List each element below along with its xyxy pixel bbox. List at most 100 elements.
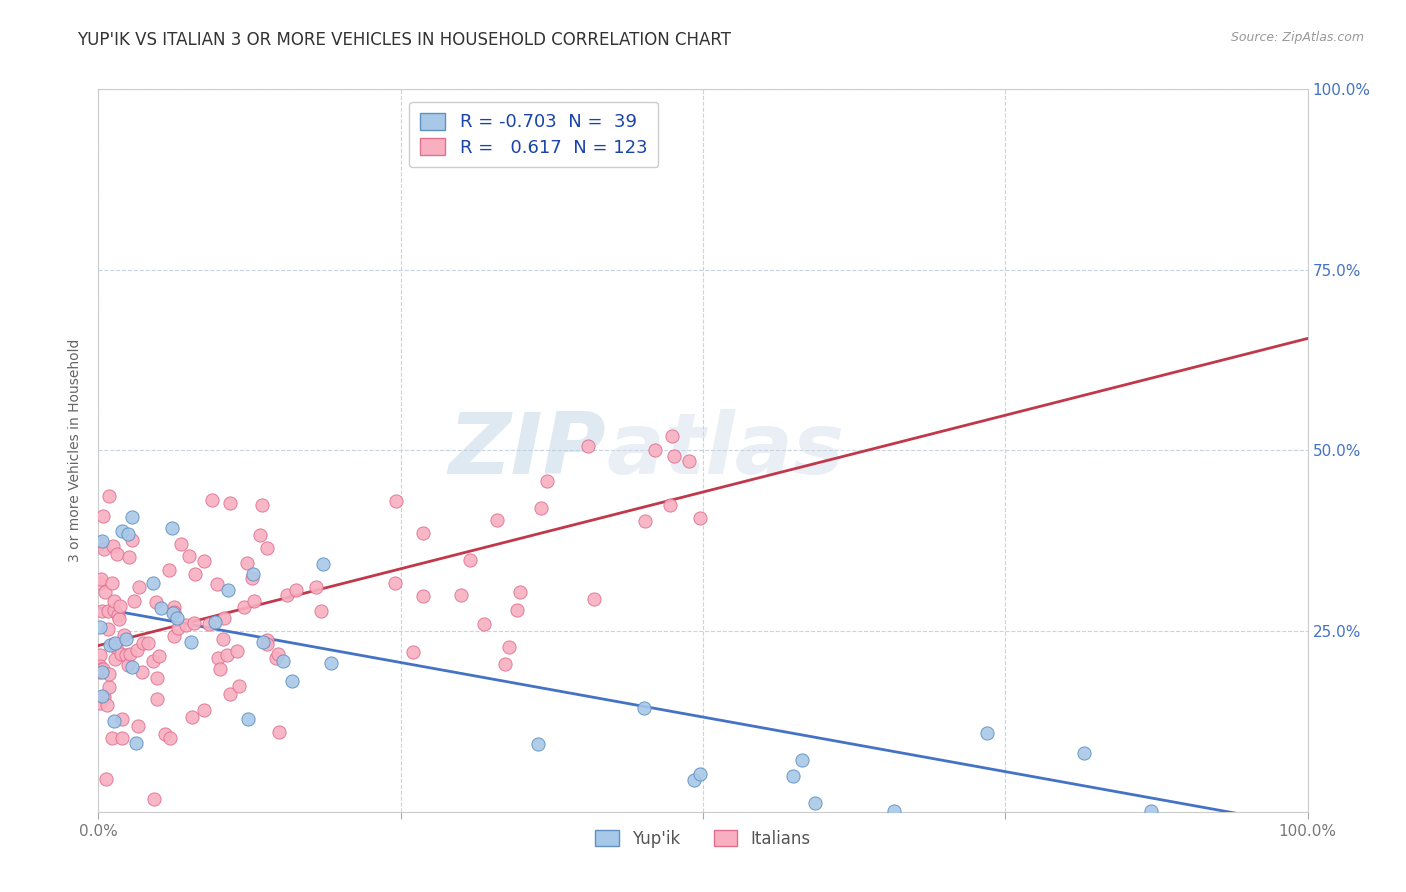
Point <box>211 632 233 647</box>
Point <box>217 583 239 598</box>
Point <box>110 524 132 538</box>
Point <box>121 660 143 674</box>
Point <box>689 767 711 781</box>
Point <box>105 547 128 561</box>
Point <box>1073 746 1095 760</box>
Legend: Yup'ik, Italians: Yup'ik, Italians <box>585 820 821 857</box>
Point <box>108 612 131 626</box>
Point <box>98 666 121 681</box>
Point <box>450 588 472 602</box>
Point <box>94 585 117 599</box>
Point <box>117 658 139 673</box>
Point <box>385 493 408 508</box>
Point <box>193 554 215 568</box>
Point <box>236 712 259 726</box>
Point <box>104 636 127 650</box>
Point <box>402 645 425 659</box>
Point <box>583 592 606 607</box>
Point <box>485 513 508 527</box>
Point <box>212 611 235 625</box>
Point <box>131 636 153 650</box>
Point <box>305 580 328 594</box>
Point <box>90 572 112 586</box>
Point <box>790 753 813 767</box>
Point <box>804 797 827 811</box>
Point <box>115 632 138 646</box>
Point <box>94 772 117 786</box>
Point <box>319 656 342 670</box>
Point <box>678 454 700 468</box>
Point <box>142 654 165 668</box>
Point <box>311 557 333 571</box>
Point <box>97 622 120 636</box>
Point <box>90 604 112 618</box>
Point <box>197 616 219 631</box>
Point <box>117 526 139 541</box>
Point <box>146 691 169 706</box>
Point <box>97 604 120 618</box>
Point <box>125 736 148 750</box>
Point <box>228 679 250 693</box>
Point <box>252 635 274 649</box>
Point <box>108 599 131 614</box>
Point <box>89 576 111 591</box>
Point <box>530 500 553 515</box>
Point <box>91 662 114 676</box>
Point <box>644 443 666 458</box>
Point <box>509 585 531 599</box>
Point <box>1139 804 1161 818</box>
Point <box>494 657 516 672</box>
Point <box>536 474 558 488</box>
Point <box>576 439 599 453</box>
Point <box>163 629 186 643</box>
Point <box>142 576 165 591</box>
Point <box>160 521 183 535</box>
Point <box>91 663 114 677</box>
Point <box>149 601 172 615</box>
Point <box>96 698 118 713</box>
Point <box>240 571 263 585</box>
Point <box>89 658 111 673</box>
Point <box>143 791 166 805</box>
Point <box>664 449 686 463</box>
Point <box>193 703 215 717</box>
Point <box>219 496 242 510</box>
Point <box>170 537 193 551</box>
Point <box>634 514 657 528</box>
Point <box>104 652 127 666</box>
Point <box>659 498 682 512</box>
Point <box>103 714 125 728</box>
Point <box>782 769 804 783</box>
Point <box>153 726 176 740</box>
Point <box>207 576 229 591</box>
Point <box>269 724 291 739</box>
Point <box>236 557 259 571</box>
Point <box>114 627 136 641</box>
Point <box>115 648 138 663</box>
Point <box>412 589 434 603</box>
Point <box>107 608 129 623</box>
Point <box>124 593 146 607</box>
Point <box>284 582 307 597</box>
Point <box>89 619 111 633</box>
Point <box>101 539 124 553</box>
Point <box>883 804 905 818</box>
Point <box>163 606 186 620</box>
Point <box>179 549 201 563</box>
Point <box>506 603 529 617</box>
Point <box>249 527 271 541</box>
Point <box>256 541 278 556</box>
Point <box>219 687 242 701</box>
Point <box>204 615 226 629</box>
Point <box>201 492 224 507</box>
Point <box>498 640 520 654</box>
Point <box>281 674 304 689</box>
Point <box>148 648 170 663</box>
Point <box>209 661 232 675</box>
Point <box>271 654 294 668</box>
Y-axis label: 3 or more Vehicles in Household: 3 or more Vehicles in Household <box>69 339 83 562</box>
Point <box>157 563 180 577</box>
Point <box>98 680 121 694</box>
Point <box>264 651 287 665</box>
Point <box>89 665 111 679</box>
